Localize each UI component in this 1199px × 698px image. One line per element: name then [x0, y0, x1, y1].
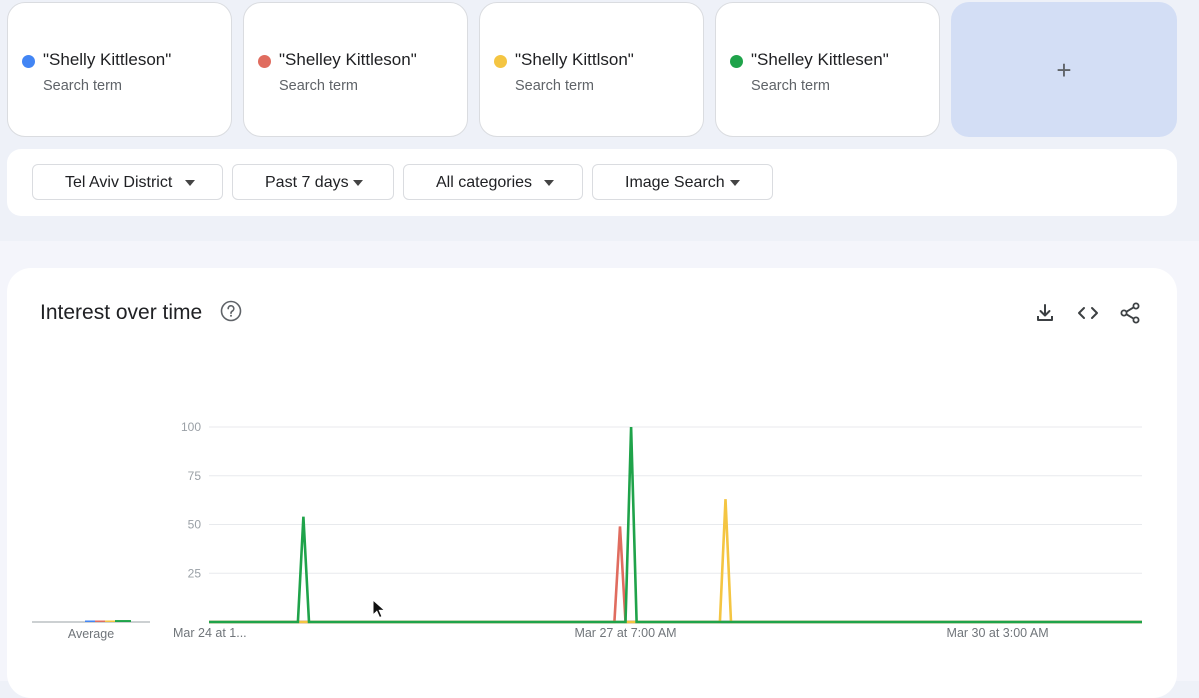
time-range-dropdown[interactable]: Past 7 days: [232, 164, 394, 200]
average-label: Average: [68, 627, 114, 641]
filter-bar: Tel Aviv District Past 7 days All catego…: [7, 149, 1177, 216]
term-name: "Shelly Kittleson": [43, 50, 172, 69]
search-terms-row: "Shelly Kittleson" Search term "Shelley …: [7, 2, 1177, 139]
term-name: "Shelley Kittlesen": [751, 50, 889, 69]
interest-over-time-card: Interest over time 100 75 50 25 Mar 24 at 1…: [7, 268, 1177, 698]
caret-down-icon: [353, 180, 363, 186]
term-subtitle: Search term: [43, 78, 122, 94]
term-color-dot: [494, 55, 507, 68]
add-comparison-button[interactable]: +: [951, 2, 1177, 137]
term-subtitle: Search term: [751, 78, 830, 94]
embed-code-icon[interactable]: [1076, 301, 1100, 325]
term-card-4[interactable]: "Shelley Kittlesen" Search term: [715, 2, 940, 137]
x-tick-label: Mar 27 at 7:00 AM: [574, 626, 676, 640]
term-subtitle: Search term: [279, 78, 358, 94]
average-bar-4: [115, 620, 131, 622]
region-dropdown[interactable]: Tel Aviv District: [32, 164, 223, 200]
caret-down-icon: [544, 180, 554, 186]
series-line-3: [209, 499, 1142, 624]
mouse-cursor-icon: [372, 599, 386, 619]
y-tick-label: 100: [181, 420, 201, 434]
term-card-1[interactable]: "Shelly Kittleson" Search term: [7, 2, 232, 137]
y-tick-label: 50: [188, 518, 202, 532]
average-bar-2: [95, 620, 111, 622]
category-dropdown-label: All categories: [436, 174, 533, 191]
term-color-dot: [22, 55, 35, 68]
y-tick-label: 75: [188, 469, 202, 483]
average-bar-1: [85, 620, 101, 622]
term-card-2[interactable]: "Shelley Kittleson" Search term: [243, 2, 468, 137]
caret-down-icon: [185, 180, 195, 186]
time-range-dropdown-label: Past 7 days: [265, 174, 349, 191]
caret-down-icon: [730, 180, 740, 186]
term-color-dot: [730, 55, 743, 68]
series-line-4: [209, 426, 1142, 624]
download-icon[interactable]: [1033, 301, 1057, 325]
x-tick-label: Mar 30 at 3:00 AM: [947, 626, 1049, 640]
search-type-dropdown[interactable]: Image Search: [592, 164, 773, 200]
y-tick-label: 25: [188, 566, 202, 580]
share-icon[interactable]: [1118, 301, 1142, 325]
term-card-3[interactable]: "Shelly Kittlson" Search term: [479, 2, 704, 137]
series-line-2: [209, 526, 1142, 624]
term-color-dot: [258, 55, 271, 68]
help-circle-icon[interactable]: [220, 300, 242, 322]
x-tick-label: Mar 24 at 1...: [173, 626, 247, 640]
category-dropdown[interactable]: All categories: [403, 164, 583, 200]
plus-icon: +: [1056, 54, 1072, 85]
term-name: "Shelly Kittlson": [515, 50, 634, 69]
interest-over-time-chart: 100 75 50 25 Mar 24 at 1... Mar 27 at 7:00 A…: [32, 420, 1142, 641]
search-type-dropdown-label: Image Search: [625, 174, 725, 191]
chart-title: Interest over time: [40, 301, 203, 324]
region-dropdown-label: Tel Aviv District: [65, 174, 173, 191]
term-name: "Shelley Kittleson": [279, 50, 417, 69]
average-bar-3: [105, 620, 121, 622]
term-subtitle: Search term: [515, 78, 594, 94]
